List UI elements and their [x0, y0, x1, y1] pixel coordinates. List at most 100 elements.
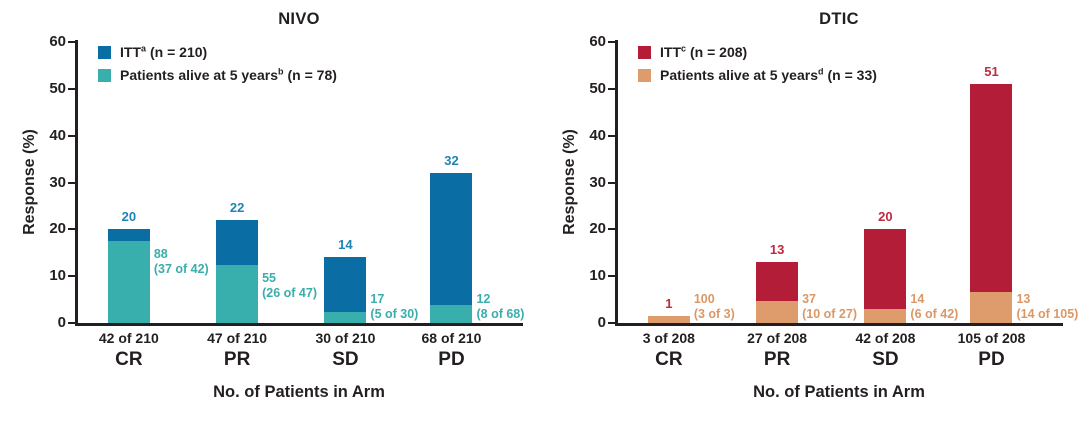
category-label-pr: PR: [223, 349, 251, 370]
legend-label: Patients alive at 5 yearsd (n = 33): [660, 67, 877, 83]
y-tick: [68, 87, 75, 90]
alive-side-label-pr: 37 (10 of 27): [802, 292, 857, 322]
bar-value-label-cr: 1: [665, 296, 673, 312]
legend-label-footnote: a: [141, 43, 147, 54]
legend-label-text: Patients alive at 5 years: [120, 67, 278, 83]
y-tick-label: 50: [589, 79, 606, 97]
y-tick: [68, 275, 75, 278]
alive-detail: (14 of 105): [1016, 307, 1079, 321]
y-tick-label: 0: [597, 314, 606, 331]
y-tick: [608, 87, 615, 90]
bar-value-label-sd: 14: [338, 237, 353, 253]
y-tick: [608, 275, 615, 278]
y-tick-label: 30: [49, 173, 66, 191]
bar-itt-sd: [864, 229, 907, 323]
alive-percent: 13: [1016, 292, 1031, 306]
arm-count-label-sd: 42 of 208: [855, 330, 916, 346]
y-tick: [608, 322, 615, 324]
legend-label: ITTc (n = 208): [660, 44, 747, 60]
category-label-pd: PD: [438, 349, 465, 370]
legend-label-footnote: b: [278, 66, 284, 77]
legend-item: ITTc (n = 208): [638, 44, 877, 60]
bar-alive-sd: [324, 311, 367, 323]
alive-side-label-sd: 14 (6 of 42): [910, 292, 958, 322]
legend: ITTc (n = 208) Patients alive at 5 yearsd(…: [638, 44, 877, 83]
y-tick: [68, 134, 75, 137]
alive-side-label-pd: 12 (8 of 68): [476, 292, 524, 322]
bar-value-label-pr: 22: [229, 199, 245, 215]
alive-side-label-cr: 100 (3 of 3): [694, 292, 735, 322]
arm-count-label-pr: 27 of 208: [747, 330, 808, 346]
bar-itt-pd: [970, 84, 1013, 323]
category-label-pd: PD: [978, 349, 1005, 370]
arm-count-label-cr: 3 of 208: [642, 330, 695, 346]
alive-percent: 55: [262, 270, 277, 285]
arm-count-label-pd: 105 of 208: [957, 330, 1026, 346]
bar-value-label-cr: 20: [121, 209, 137, 225]
legend-color-swatch: [638, 68, 651, 82]
category-label-sd: SD: [872, 349, 899, 370]
alive-percent: 17: [370, 292, 385, 306]
legend-label-n: (n = 210): [150, 44, 208, 60]
alive-detail: (26 of 47): [262, 285, 317, 300]
bar-alive-pd: [970, 291, 1013, 323]
chart-panel-nivo: NIVO Response (%) No. of Patients in Arm 0 1…: [21, 10, 524, 401]
arm-count-label-pr: 47 of 210: [207, 330, 268, 346]
y-tick-label: 30: [589, 173, 606, 191]
legend-label-n: (n = 208): [690, 44, 748, 60]
y-tick: [68, 322, 75, 324]
alive-detail: (5 of 30): [370, 307, 419, 321]
panel-title: DTIC: [819, 10, 859, 28]
bar-alive-sd: [864, 309, 907, 323]
legend-label-text: ITT: [120, 44, 141, 60]
legend-item: Patients alive at 5 yearsd (n = 33): [638, 67, 877, 83]
alive-percent: 88: [153, 246, 168, 261]
y-tick-label: 50: [49, 79, 66, 97]
alive-percent: 37: [802, 292, 817, 306]
alive-detail: (6 of 42): [910, 307, 959, 321]
legend-label: Patients alive at 5 yearsb (n = 78): [120, 67, 337, 83]
alive-detail: (3 of 3): [693, 307, 735, 321]
alive-side-label-pd: 13 (14 of 105): [1016, 292, 1078, 322]
bar-value-label-pr: 13: [769, 242, 785, 258]
y-tick: [68, 41, 75, 43]
legend-label-n: (n = 33): [827, 67, 877, 83]
alive-detail: (37 of 42): [153, 261, 209, 276]
x-axis-title: No. of Patients in Arm: [753, 383, 925, 401]
y-axis-line: [75, 40, 78, 326]
arm-count-label-cr: 42 of 210: [98, 330, 159, 346]
chart-panel-dtic: DTIC Response (%) No. of Patients in Arm 0 1…: [540, 0, 1080, 421]
y-tick-label: 10: [49, 267, 66, 285]
alive-percent: 12: [476, 292, 491, 306]
bar-alive-pr: [756, 300, 799, 323]
legend-label-text: Patients alive at 5 years: [660, 67, 818, 83]
legend-item: Patients alive at 5 yearsb (n = 78): [98, 67, 337, 83]
alive-detail: (8 of 68): [476, 307, 525, 321]
category-label-cr: CR: [655, 349, 683, 370]
alive-side-label-cr: 88 (37 of 42): [154, 247, 209, 277]
y-tick: [608, 41, 615, 43]
bar-alive-pr: [216, 264, 259, 323]
arm-count-label-sd: 30 of 210: [315, 330, 376, 346]
x-axis-title: No. of Patients in Arm: [213, 383, 385, 401]
y-tick: [608, 181, 615, 184]
y-tick-label: 20: [589, 220, 606, 238]
legend-color-swatch: [98, 45, 111, 59]
legend-label-footnote: c: [681, 43, 687, 54]
y-tick-label: 60: [49, 33, 66, 50]
legend-color-swatch: [638, 45, 651, 59]
y-tick-label: 40: [589, 126, 606, 144]
legend-item: ITTa (n = 210): [98, 44, 337, 60]
arm-count-label-pd: 68 of 210: [421, 330, 482, 346]
legend-label-footnote: d: [818, 66, 824, 77]
alive-percent: 14: [910, 292, 925, 306]
y-tick-label: 10: [589, 267, 606, 285]
panel-title: NIVO: [278, 10, 320, 28]
bar-alive-pd: [430, 305, 473, 323]
y-tick-label: 20: [49, 220, 66, 238]
legend-label-n: (n = 78): [287, 67, 337, 83]
legend-color-swatch: [98, 68, 111, 82]
y-tick: [68, 228, 75, 231]
x-axis-line: [75, 323, 523, 326]
